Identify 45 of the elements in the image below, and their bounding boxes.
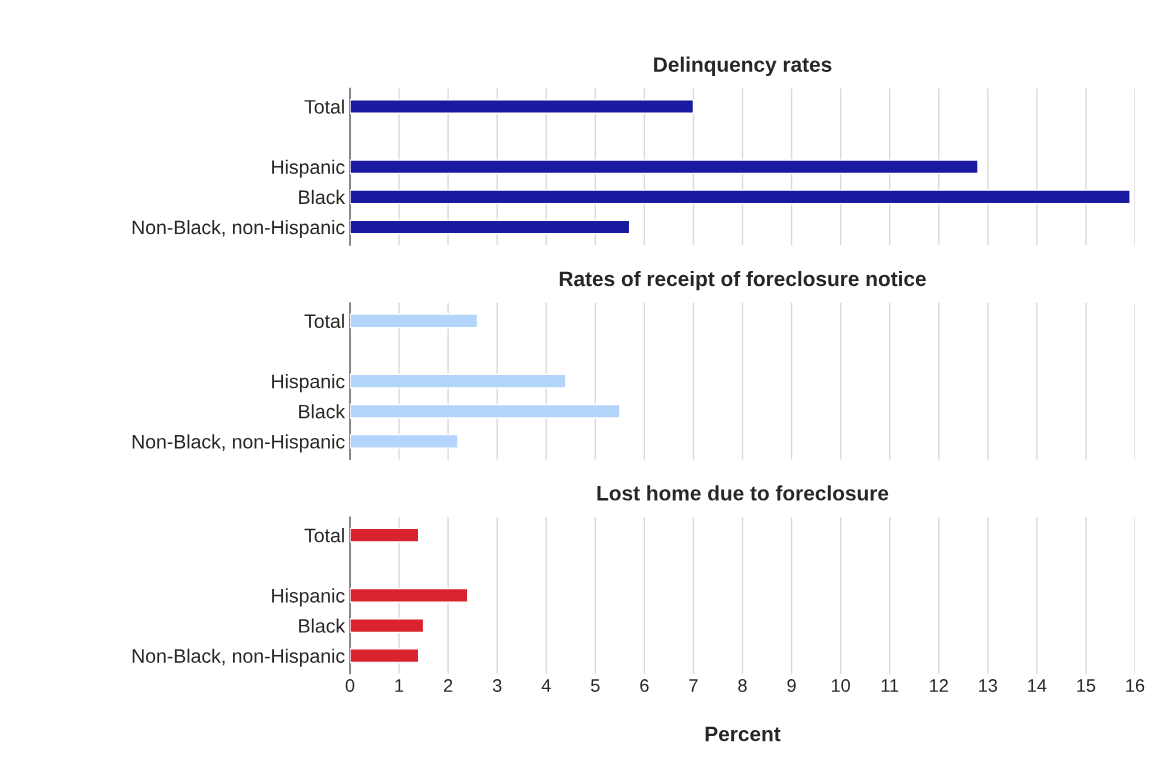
- x-tick-label: 6: [640, 679, 649, 692]
- x-tick-label: 10: [831, 679, 850, 692]
- x-tick-label: 2: [444, 679, 453, 692]
- y-tick-label: Non-Black, non-Hispanic: [132, 434, 345, 453]
- x-tick-label: 16: [1126, 679, 1145, 692]
- bar: [350, 219, 631, 235]
- bar: [350, 159, 979, 175]
- y-tick-label: Hispanic: [272, 159, 345, 178]
- y-tick-label: Hispanic: [272, 374, 345, 393]
- bar: [350, 313, 479, 329]
- x-tick-label: 5: [591, 679, 600, 692]
- x-tick-label: 12: [930, 679, 948, 692]
- y-tick-label: Non-Black, non-Hispanic: [132, 648, 345, 667]
- x-tick-label: 15: [1077, 679, 1096, 692]
- bar: [350, 373, 567, 389]
- y-tick-label: Hispanic: [272, 588, 345, 607]
- bar: [350, 403, 621, 419]
- x-tick-label: 14: [1028, 679, 1047, 692]
- bar: [350, 587, 469, 603]
- x-tick-label: 8: [738, 679, 747, 692]
- bar: [350, 527, 420, 543]
- y-tick-label: Total: [304, 99, 344, 114]
- x-tick-label: 1: [395, 679, 404, 692]
- x-tick-label: 7: [689, 679, 698, 692]
- x-tick-label: 0: [345, 679, 355, 692]
- x-tick-label: 9: [787, 679, 796, 692]
- chart-title: Rates of receipt of foreclosure notice: [559, 270, 926, 291]
- y-tick-label: Black: [299, 404, 346, 419]
- bar: [350, 98, 695, 114]
- chart-title: Lost home due to foreclosure: [597, 485, 889, 501]
- y-tick-label: Non-Black, non-Hispanic: [132, 219, 345, 239]
- bar: [350, 648, 420, 664]
- y-tick-label: Black: [299, 618, 346, 633]
- bar: [350, 433, 459, 449]
- x-tick-label: 11: [881, 679, 899, 692]
- x-tick-label: 13: [979, 679, 998, 692]
- y-tick-label: Total: [304, 313, 344, 329]
- y-tick-label: Black: [299, 189, 346, 205]
- x-tick-label: 4: [541, 679, 551, 692]
- chart-title: Delinquency rates: [654, 56, 832, 77]
- y-tick-label: Total: [304, 528, 344, 543]
- x-axis-title: Percent: [705, 726, 781, 742]
- x-tick-label: 3: [492, 679, 502, 692]
- bar: [350, 189, 1131, 205]
- bar: [350, 618, 425, 634]
